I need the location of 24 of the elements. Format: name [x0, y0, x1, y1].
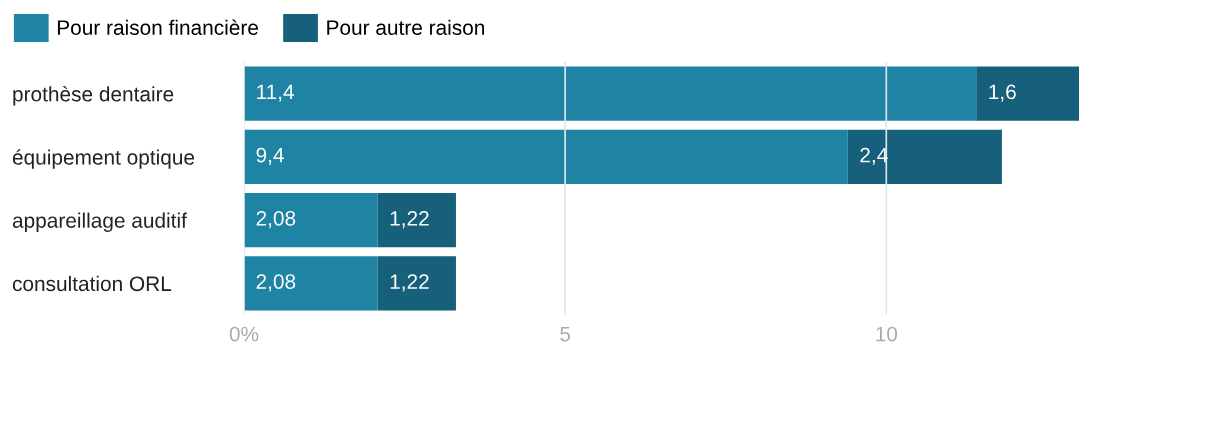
x-tick-label: 5 [560, 326, 571, 342]
data-label: 2,08 [256, 274, 296, 292]
bar [377, 256, 456, 311]
data-label: 1,22 [390, 210, 429, 229]
y-tick-label: prothèse dentaire [13, 85, 174, 106]
data-label: 2,08 [256, 210, 296, 229]
bar [377, 192, 456, 248]
legend-label: Pour autre raison [327, 19, 485, 35]
bar [847, 129, 1002, 185]
bar [244, 192, 378, 248]
legend-label: Pour raison financière [57, 19, 258, 35]
x-tick-label: 10 [876, 326, 898, 342]
x-tick-label: 0% [229, 326, 259, 342]
y-tick-label: équipement optique [12, 149, 195, 169]
bar [244, 129, 848, 185]
data-label: 9,4 [256, 147, 284, 165]
data-label: 11,4 [257, 84, 294, 102]
bar [244, 66, 977, 121]
y-tick-label: consultation ORL [12, 275, 172, 292]
y-tick-label: appareillage auditif [12, 212, 187, 232]
data-label: 1,6 [989, 84, 1016, 102]
bar [976, 66, 1079, 121]
data-label: 1,22 [390, 274, 429, 292]
bar [244, 256, 378, 311]
